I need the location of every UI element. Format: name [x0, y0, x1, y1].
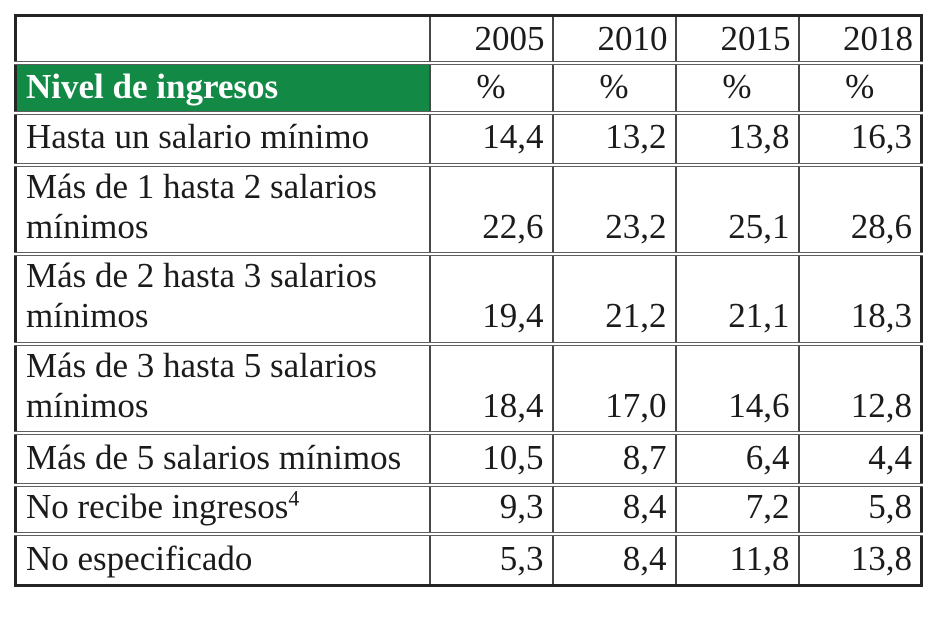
value-cell: 6,4 [674, 431, 800, 486]
year-header-cell: 2018 [797, 14, 923, 64]
year-header-cell: 2015 [674, 14, 800, 64]
value-cell: 5,3 [428, 532, 554, 587]
table-row: Más de 3 hasta 5 salarios mínimos 18,4 1… [14, 341, 923, 434]
value-cell: 14,6 [674, 341, 800, 434]
year-header-row: 2005 2010 2015 2018 [14, 14, 923, 64]
row-label-text: Hasta un salario mínimo [26, 117, 370, 157]
value-cell: 13,8 [674, 110, 800, 166]
year-header-cell: 2010 [551, 14, 677, 64]
category-header-cell: Nivel de ingresos [14, 60, 431, 114]
income-distribution-table: 2005 2010 2015 2018 Nivel de ingresos % … [14, 14, 923, 587]
row-label: Más de 2 hasta 3 salarios mínimos [14, 252, 431, 345]
value-cell: 21,1 [674, 252, 800, 345]
row-label: Hasta un salario mínimo [14, 110, 431, 166]
value-cell: 19,4 [428, 252, 554, 345]
row-label: Más de 5 salarios mínimos [14, 431, 431, 486]
row-label-text: Más de 2 hasta 3 salarios mínimos [26, 256, 377, 336]
unit-cell: % [428, 60, 554, 114]
row-label: No recibe ingresos4 [14, 482, 431, 536]
value-cell: 18,4 [428, 341, 554, 434]
row-label-text: Más de 1 hasta 2 salarios mínimos [26, 166, 377, 246]
category-header-row: Nivel de ingresos % % % % [14, 60, 923, 114]
value-cell: 13,8 [797, 532, 923, 587]
value-cell: 5,8 [797, 482, 923, 536]
value-cell: 13,2 [551, 110, 677, 166]
value-cell: 8,7 [551, 431, 677, 486]
value-cell: 7,2 [674, 482, 800, 536]
table-row: No especificado 5,3 8,4 11,8 13,8 [14, 532, 923, 587]
value-cell: 12,8 [797, 341, 923, 434]
value-cell: 17,0 [551, 341, 677, 434]
corner-cell [14, 14, 431, 64]
row-label-text: Más de 3 hasta 5 salarios mínimos [26, 345, 377, 425]
unit-cell: % [674, 60, 800, 114]
value-cell: 14,4 [428, 110, 554, 166]
table-row: Más de 1 hasta 2 salarios mínimos 22,6 2… [14, 162, 923, 255]
table-row: No recibe ingresos4 9,3 8,4 7,2 5,8 [14, 482, 923, 536]
value-cell: 4,4 [797, 431, 923, 486]
value-cell: 9,3 [428, 482, 554, 536]
row-label: No especificado [14, 532, 431, 587]
row-label-text: Más de 5 salarios mínimos [26, 437, 402, 477]
unit-cell: % [551, 60, 677, 114]
row-label: Más de 3 hasta 5 salarios mínimos [14, 341, 431, 434]
unit-cell: % [797, 60, 923, 114]
value-cell: 22,6 [428, 162, 554, 255]
value-cell: 8,4 [551, 482, 677, 536]
value-cell: 21,2 [551, 252, 677, 345]
table-row: Más de 2 hasta 3 salarios mínimos 19,4 2… [14, 252, 923, 345]
value-cell: 18,3 [797, 252, 923, 345]
value-cell: 28,6 [797, 162, 923, 255]
footnote-marker: 4 [288, 486, 300, 511]
table-row: Más de 5 salarios mínimos 10,5 8,7 6,4 4… [14, 431, 923, 486]
table-row: Hasta un salario mínimo 14,4 13,2 13,8 1… [14, 110, 923, 166]
value-cell: 11,8 [674, 532, 800, 587]
row-label-text: No especificado [26, 538, 253, 578]
row-label: Más de 1 hasta 2 salarios mínimos [14, 162, 431, 255]
value-cell: 23,2 [551, 162, 677, 255]
year-header-cell: 2005 [428, 14, 554, 64]
value-cell: 16,3 [797, 110, 923, 166]
value-cell: 8,4 [551, 532, 677, 587]
row-label-text: No recibe ingresos [26, 487, 289, 526]
value-cell: 10,5 [428, 431, 554, 486]
value-cell: 25,1 [674, 162, 800, 255]
